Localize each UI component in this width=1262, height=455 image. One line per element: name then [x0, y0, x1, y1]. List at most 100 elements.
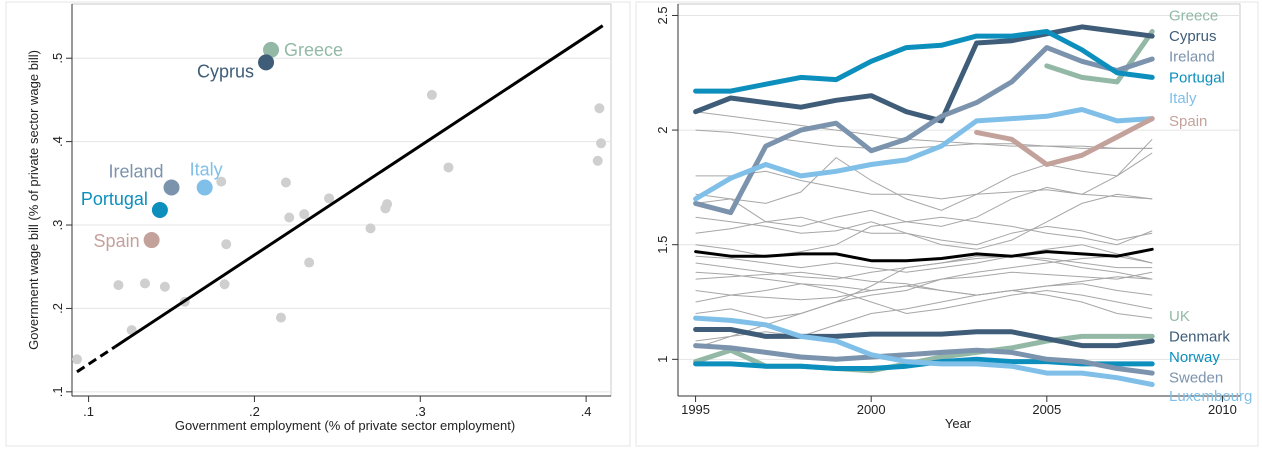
background-series-line: [695, 129, 1153, 149]
background-series-line: [695, 283, 1153, 301]
right-y-tick-label: 1: [655, 356, 670, 363]
right-end-labels: Greece Cyprus Ireland Portugal Italy Spain UK D…: [1169, 7, 1252, 405]
background-series-line: [695, 289, 1153, 342]
series-line-cyprus: [693, 24, 1155, 124]
fit-line-solid: [114, 24, 604, 348]
background-series-line: [695, 255, 1153, 319]
right-panel-frame: [635, 1, 1259, 447]
series-line-spain: [974, 116, 1155, 167]
left-y-tick-label: .1: [50, 386, 65, 397]
background-series-line: [695, 283, 1153, 315]
end-label-greece: Greece: [1169, 7, 1218, 24]
scatter-point: [275, 312, 286, 323]
right-background-lines: [695, 111, 1153, 349]
left-y-tick-label: .4: [50, 136, 65, 147]
scatter-point: [219, 279, 230, 290]
left-y-tick-label: .3: [50, 220, 65, 231]
left-x-tick-label: .1: [83, 404, 94, 419]
left-x-tick-label: .3: [415, 404, 426, 419]
country-label-greece: Greece: [284, 40, 343, 60]
scatter-point: [365, 223, 376, 234]
fit-line-dashed: [76, 345, 116, 374]
right-x-tick-label: 1995: [681, 402, 710, 417]
series-line-sweden: [693, 343, 1155, 376]
left-plot-frame: [71, 3, 612, 397]
country-point-italy: [196, 179, 213, 196]
scatter-point: [594, 103, 605, 114]
background-series-line: [695, 170, 1153, 200]
scatter-point: [139, 278, 150, 289]
right-axes: [677, 4, 1240, 397]
background-series-line: [695, 152, 1153, 227]
right-x-tick-label: 2010: [1208, 402, 1237, 417]
series-line-greece: [1044, 29, 1155, 85]
right-y-tick-label: 2: [655, 126, 670, 133]
series-line-ireland: [693, 45, 1155, 216]
scatter-point: [216, 176, 227, 187]
left-fit-line: [76, 24, 604, 374]
end-label-norway: Norway: [1169, 349, 1220, 366]
background-series-line: [695, 138, 1153, 211]
left-gridlines: [72, 57, 611, 393]
right-x-axis-title: Year: [945, 416, 972, 431]
series-line-luxembourg: [693, 315, 1155, 387]
series-line-denmark: [693, 327, 1155, 349]
country-point-greece: [263, 41, 280, 58]
country-label-spain: Spain: [94, 231, 140, 251]
scatter-point: [592, 155, 603, 166]
end-label-cyprus: Cyprus: [1169, 28, 1217, 45]
right-x-ticks: 1995 2000 2005 2010: [681, 396, 1237, 417]
background-series-line: [695, 271, 1153, 296]
right-gridlines: [678, 14, 1240, 360]
country-point-spain: [143, 232, 160, 249]
scatter-point: [324, 193, 335, 204]
right-x-tick-label: 2005: [1032, 402, 1061, 417]
scatter-point: [113, 280, 124, 291]
background-series-line: [695, 271, 1153, 292]
country-label-cyprus: Cyprus: [197, 61, 254, 81]
left-panel-frame: [5, 1, 631, 447]
right-x-tick-label: 2000: [857, 402, 886, 417]
scatter-point: [284, 212, 295, 223]
end-label-portugal: Portugal: [1169, 69, 1225, 86]
end-label-ireland: Ireland: [1169, 49, 1215, 66]
country-point-cyprus: [258, 54, 275, 71]
left-y-ticks: .1 .2 .3 .4 .5: [50, 53, 72, 397]
scatter-point: [596, 138, 607, 149]
background-series-line: [695, 111, 1153, 149]
left-y-axis-title: Government wage bill (% of private secto…: [26, 50, 41, 350]
scatter-point: [221, 239, 232, 250]
scatter-point: [280, 177, 291, 188]
right-y-tick-label: 2.5: [655, 6, 670, 24]
series-line-portugal: [693, 29, 1155, 94]
left-x-tick-label: .4: [581, 404, 592, 419]
end-label-denmark: Denmark: [1169, 328, 1230, 345]
end-label-italy: Italy: [1169, 90, 1197, 107]
end-label-spain: Spain: [1169, 113, 1207, 130]
background-series-line: [695, 244, 1153, 273]
left-x-ticks: .1 .2 .3 .4: [83, 396, 592, 419]
scatter-point: [382, 199, 393, 210]
country-label-ireland: Ireland: [108, 161, 163, 181]
left-x-tick-label: .2: [249, 404, 260, 419]
left-x-axis-title: Government employment (% of private sect…: [175, 418, 515, 433]
end-label-uk: UK: [1169, 308, 1190, 325]
country-point-ireland: [163, 179, 180, 196]
right-y-tick-label: 1.5: [655, 236, 670, 254]
background-series-line: [695, 255, 1153, 349]
left-axes: [71, 4, 611, 397]
left-background-points: [71, 89, 607, 365]
right-y-ticks: 1 1.5 2 2.5: [655, 6, 678, 363]
left-y-tick-label: .5: [50, 53, 65, 64]
scatter-point: [299, 209, 310, 220]
left-y-tick-label: .2: [50, 303, 65, 314]
country-point-portugal: [151, 202, 168, 219]
background-series-line: [695, 193, 1153, 250]
end-label-sweden: Sweden: [1169, 370, 1223, 387]
right-series-lines: [693, 24, 1155, 387]
scatter-point: [304, 257, 315, 268]
end-label-luxembourg: Luxembourg: [1169, 388, 1252, 405]
scatter-point: [426, 89, 437, 100]
